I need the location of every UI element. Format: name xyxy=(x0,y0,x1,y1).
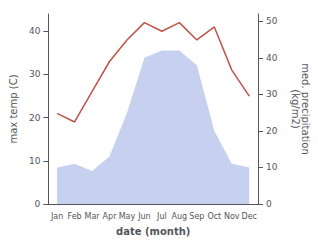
svg-text:Aug: Aug xyxy=(172,212,188,221)
svg-text:May: May xyxy=(119,212,136,221)
svg-text:Feb: Feb xyxy=(67,212,81,221)
svg-text:med. precipitation: med. precipitation xyxy=(299,63,311,155)
svg-text:0: 0 xyxy=(266,199,272,209)
svg-text:40: 40 xyxy=(266,53,278,63)
svg-text:30: 30 xyxy=(29,69,41,79)
svg-text:20: 20 xyxy=(266,126,278,136)
svg-text:10: 10 xyxy=(29,156,41,166)
svg-text:(kg/m2): (kg/m2) xyxy=(290,89,301,129)
svg-text:Oct: Oct xyxy=(207,212,221,221)
svg-text:Jan: Jan xyxy=(50,212,63,221)
svg-text:0: 0 xyxy=(35,199,41,209)
svg-text:50: 50 xyxy=(266,16,278,26)
svg-text:Nov: Nov xyxy=(224,212,240,221)
svg-text:20: 20 xyxy=(29,113,41,123)
svg-text:Dec: Dec xyxy=(242,212,257,221)
svg-text:date (month): date (month) xyxy=(116,226,190,237)
svg-text:Mar: Mar xyxy=(84,212,100,221)
svg-text:10: 10 xyxy=(266,162,278,172)
svg-text:40: 40 xyxy=(29,26,41,36)
svg-text:Jul: Jul xyxy=(156,212,167,221)
svg-text:Sep: Sep xyxy=(189,212,204,221)
svg-text:Jun: Jun xyxy=(137,212,151,221)
svg-text:30: 30 xyxy=(266,89,278,99)
svg-text:max temp (C): max temp (C) xyxy=(8,74,19,143)
svg-text:Apr: Apr xyxy=(103,212,118,221)
